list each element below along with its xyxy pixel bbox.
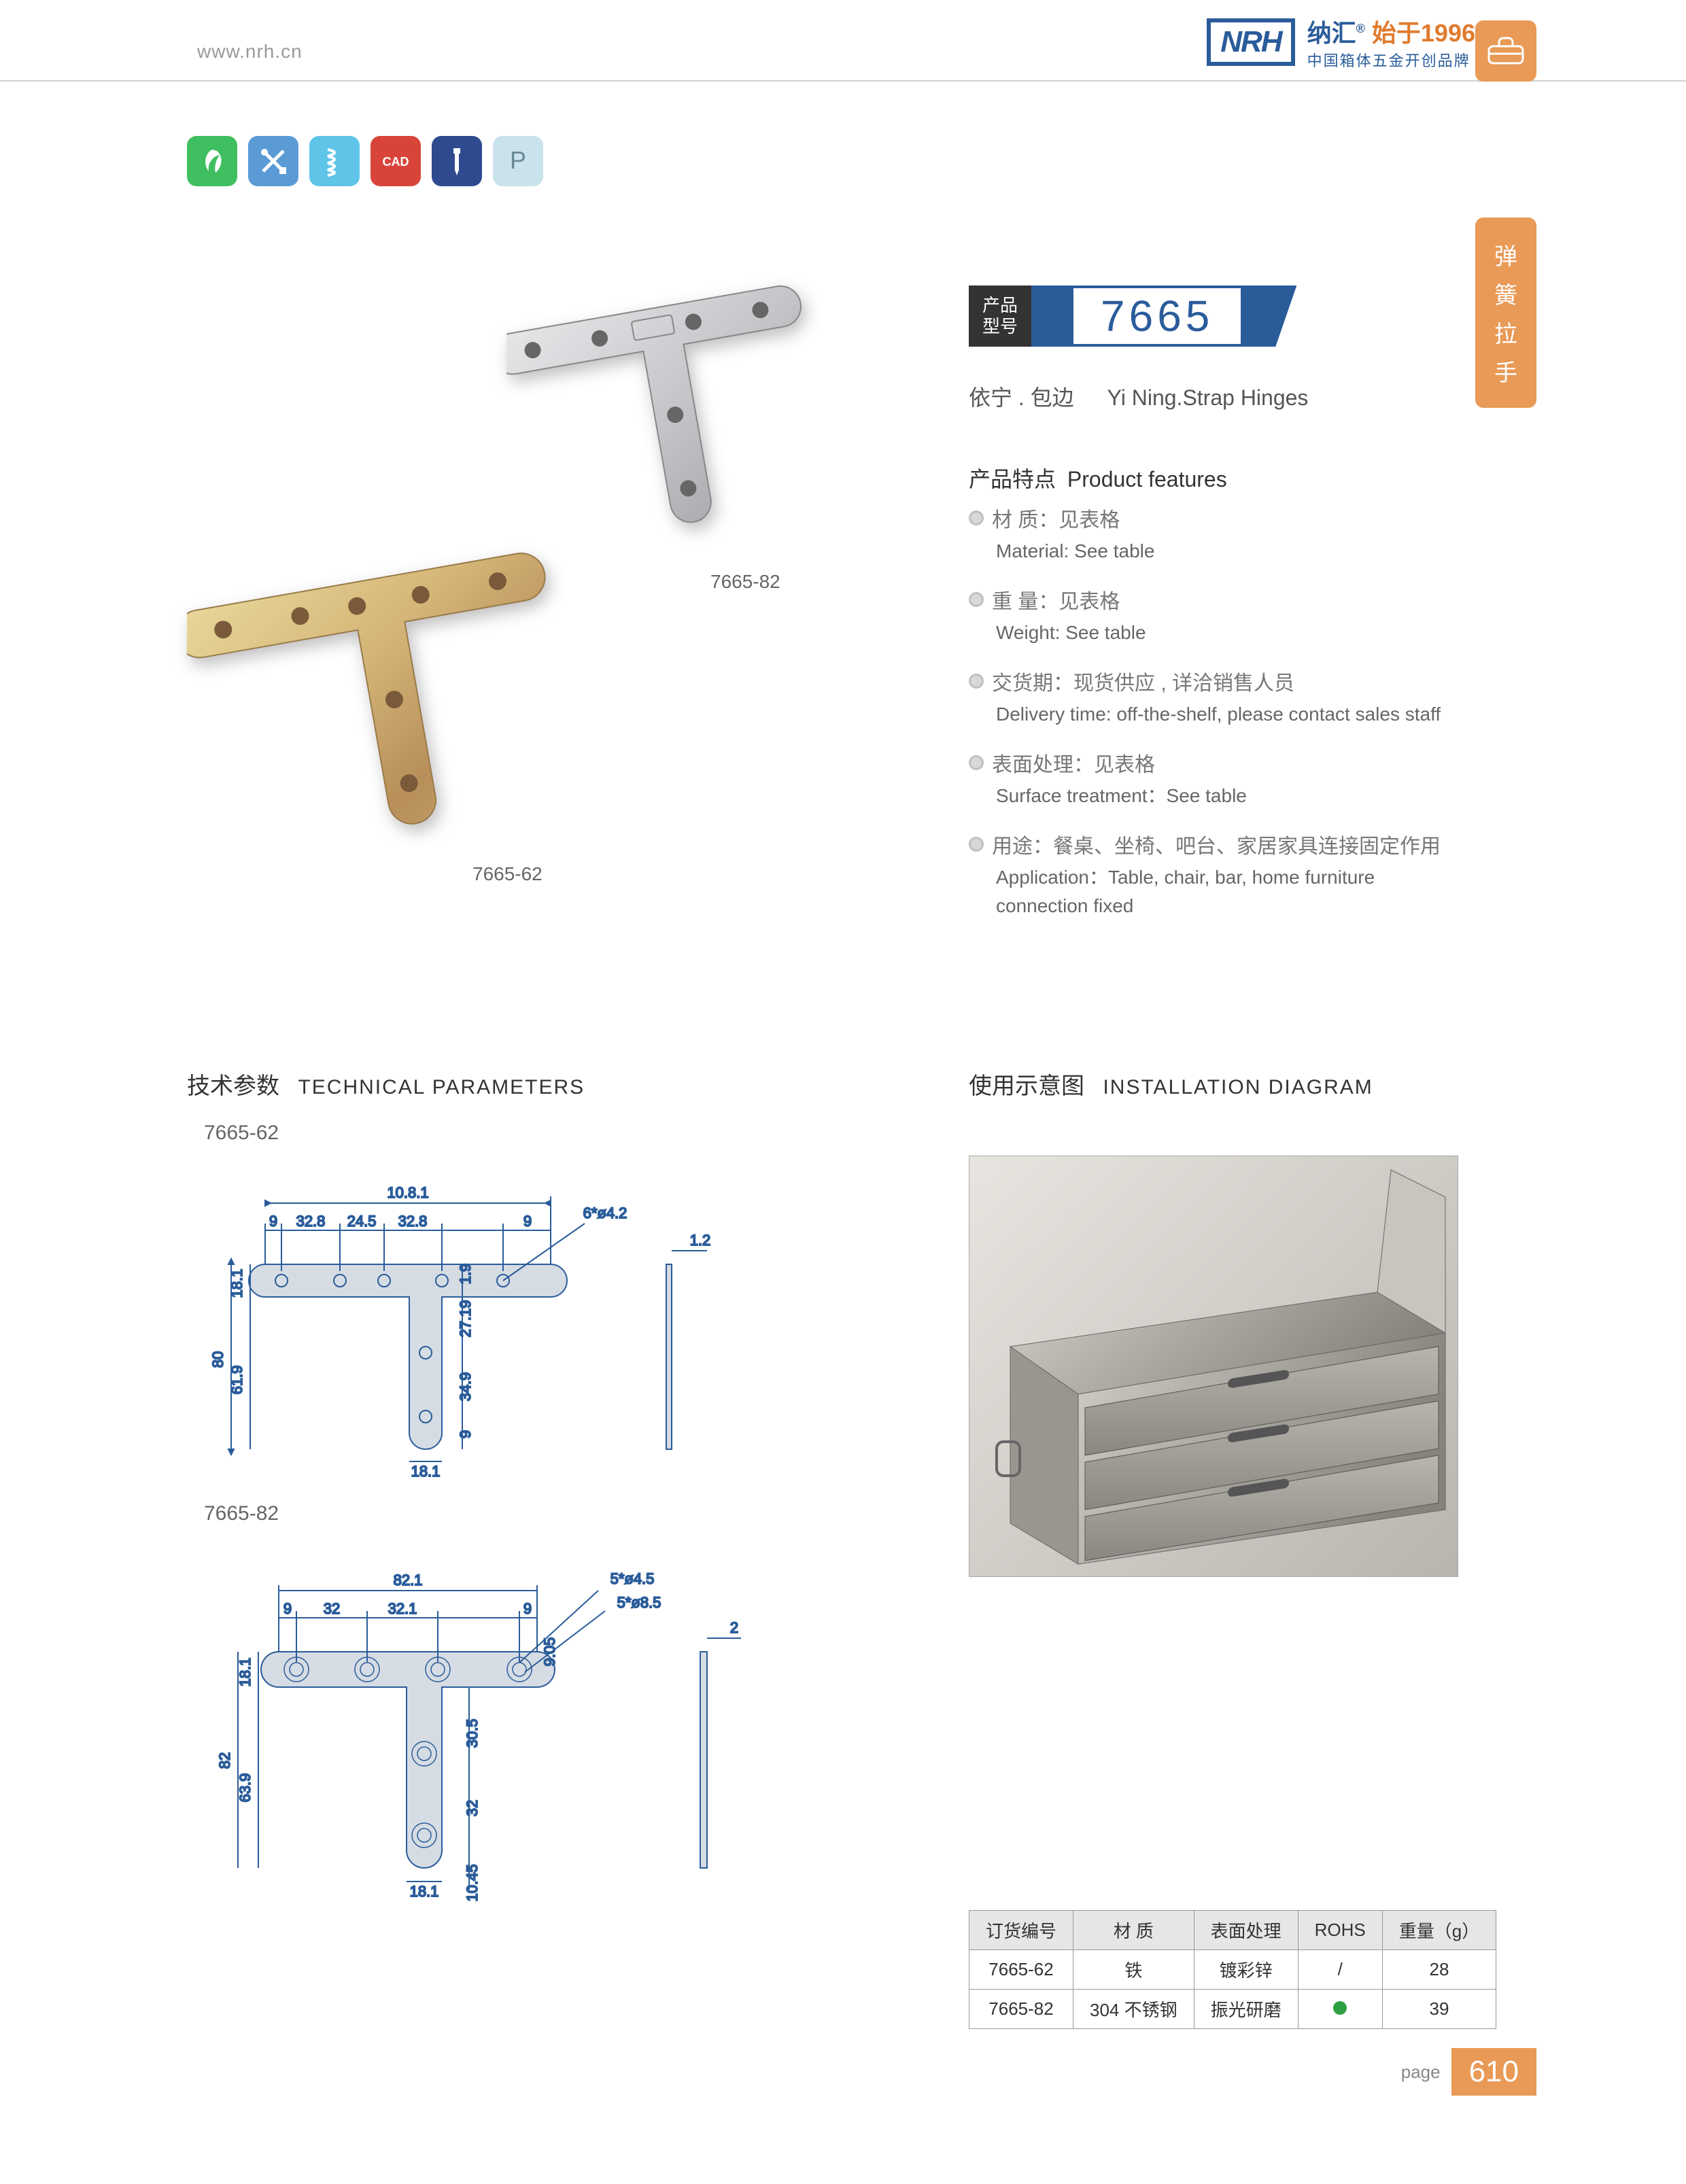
svg-text:18.1: 18.1 [410, 1883, 439, 1900]
logo-tagline: 中国箱体五金开创品牌 [1307, 49, 1475, 71]
drawing-label-1: 7665-62 [204, 1122, 279, 1145]
feature-icon-row: CAD P [187, 136, 543, 186]
svg-text:80: 80 [209, 1351, 226, 1368]
install-diagram-heading: 使用示意图 INSTALLATION DIAGRAM [969, 1067, 1373, 1100]
table-header-cell: 重量（g） [1382, 1911, 1496, 1950]
svg-text:9: 9 [523, 1600, 532, 1617]
p-icon: P [493, 136, 543, 186]
svg-text:9.05: 9.05 [541, 1637, 558, 1667]
svg-text:82.1: 82.1 [394, 1572, 423, 1589]
logo-nrh-text: NRH [1207, 18, 1294, 66]
svg-text:5*ø8.5: 5*ø8.5 [617, 1594, 661, 1611]
bracket-label-a: 7665-82 [710, 571, 780, 593]
page-header: www.nrh.cn NRH 纳汇® 始于1996 中国箱体五金开创品牌 [0, 0, 1686, 82]
svg-text:32.1: 32.1 [388, 1600, 417, 1617]
rohs-dot-icon [1333, 2001, 1347, 2015]
bracket-label-b: 7665-62 [472, 863, 543, 885]
svg-text:9: 9 [523, 1213, 532, 1230]
svg-text:9: 9 [283, 1600, 292, 1617]
svg-text:9: 9 [457, 1430, 474, 1438]
spec-table: 订货编号材 质表面处理ROHS重量（g） 7665-62铁镀彩锌/287665-… [969, 1910, 1496, 2029]
table-row: 7665-82304 不锈钢振光研磨39 [969, 1990, 1496, 2029]
tech-drawing-7665-82: 82.1 9 32 32.1 9 5*ø4.5 5*ø8.5 9.05 82 1… [177, 1536, 789, 1917]
svg-text:CAD: CAD [383, 155, 409, 169]
features-heading: 产品特点 Product features [969, 462, 1227, 493]
table-header-cell: 材 质 [1073, 1911, 1194, 1950]
svg-text:18.1: 18.1 [228, 1269, 245, 1298]
screw-icon [432, 136, 482, 186]
logo-cn: 纳汇 [1307, 19, 1356, 47]
bracket-7665-82 [506, 279, 846, 564]
eco-icon [187, 136, 237, 186]
svg-text:27.19: 27.19 [457, 1300, 474, 1337]
svg-text:18.1: 18.1 [411, 1463, 441, 1480]
feature-item: 用途：餐桌、坐椅、吧台、家居家具连接固定作用Application：Table,… [969, 829, 1458, 920]
table-header-cell: 表面处理 [1194, 1911, 1298, 1950]
table-header-row: 订货编号材 质表面处理ROHS重量（g） [969, 1911, 1496, 1950]
svg-text:10.45: 10.45 [464, 1864, 481, 1901]
svg-text:1.2: 1.2 [690, 1232, 711, 1249]
svg-text:1.9: 1.9 [457, 1264, 474, 1285]
brand-logo: NRH 纳汇® 始于1996 中国箱体五金开创品牌 [1207, 14, 1475, 71]
page-footer: page 610 [1401, 2048, 1536, 2096]
cad-icon: CAD [371, 136, 421, 186]
svg-text:18.1: 18.1 [237, 1658, 254, 1687]
table-header-cell: ROHS [1298, 1911, 1382, 1950]
svg-text:63.9: 63.9 [237, 1773, 254, 1803]
side-category-label: 弹 簧 拉 手 [1475, 218, 1536, 408]
feature-item: 表面处理：见表格Surface treatment：See table [969, 748, 1458, 810]
product-image-area: 7665-82 7665-62 [187, 252, 867, 863]
product-subtitle: 依宁 . 包边 Yi Ning.Strap Hinges [969, 381, 1308, 412]
svg-text:P: P [510, 146, 526, 174]
model-badge: 产品 型号 7665 [969, 285, 1296, 347]
tools-icon [248, 136, 298, 186]
svg-text:5*ø4.5: 5*ø4.5 [610, 1570, 655, 1587]
tech-params-heading: 技术参数 TECHNICAL PARAMETERS [187, 1067, 585, 1100]
bracket-7665-62 [187, 544, 595, 856]
svg-text:9: 9 [269, 1213, 277, 1230]
svg-text:32.8: 32.8 [398, 1213, 428, 1230]
spring-icon [309, 136, 360, 186]
installation-diagram-image [969, 1156, 1458, 1577]
svg-text:24.5: 24.5 [347, 1213, 377, 1230]
drawing-label-2: 7665-82 [204, 1502, 279, 1525]
feature-item: 材 质：见表格Material: See table [969, 503, 1458, 566]
page-number: 610 [1451, 2048, 1536, 2096]
table-row: 7665-62铁镀彩锌/28 [969, 1950, 1496, 1990]
svg-text:61.9: 61.9 [228, 1366, 245, 1395]
svg-text:32: 32 [324, 1600, 340, 1617]
features-list: 材 质：见表格Material: See table 重 量：见表格Weight:… [969, 503, 1458, 939]
page-label: page [1401, 2062, 1451, 2083]
logo-year: 始于1996 [1372, 19, 1475, 47]
svg-text:2: 2 [730, 1619, 738, 1636]
website-url: www.nrh.cn [197, 41, 303, 63]
tech-drawing-7665-62: 10.8.1 9 32.8 24.5 32.8 9 6*ø4.2 80 18.1… [177, 1156, 748, 1482]
svg-text:10.8.1: 10.8.1 [387, 1184, 428, 1201]
svg-text:32.8: 32.8 [296, 1213, 326, 1230]
svg-text:34.9: 34.9 [457, 1372, 474, 1402]
svg-text:30.5: 30.5 [464, 1719, 481, 1748]
side-tab-icon [1475, 20, 1536, 82]
svg-text:6*ø4.2: 6*ø4.2 [583, 1204, 627, 1221]
svg-text:32: 32 [464, 1800, 481, 1816]
feature-item: 重 量：见表格Weight: See table [969, 585, 1458, 647]
feature-item: 交货期：现货供应 , 详洽销售人员Delivery time: off-the-… [969, 666, 1458, 729]
svg-text:82: 82 [216, 1752, 233, 1769]
table-header-cell: 订货编号 [969, 1911, 1073, 1950]
model-number: 7665 [1072, 287, 1242, 345]
